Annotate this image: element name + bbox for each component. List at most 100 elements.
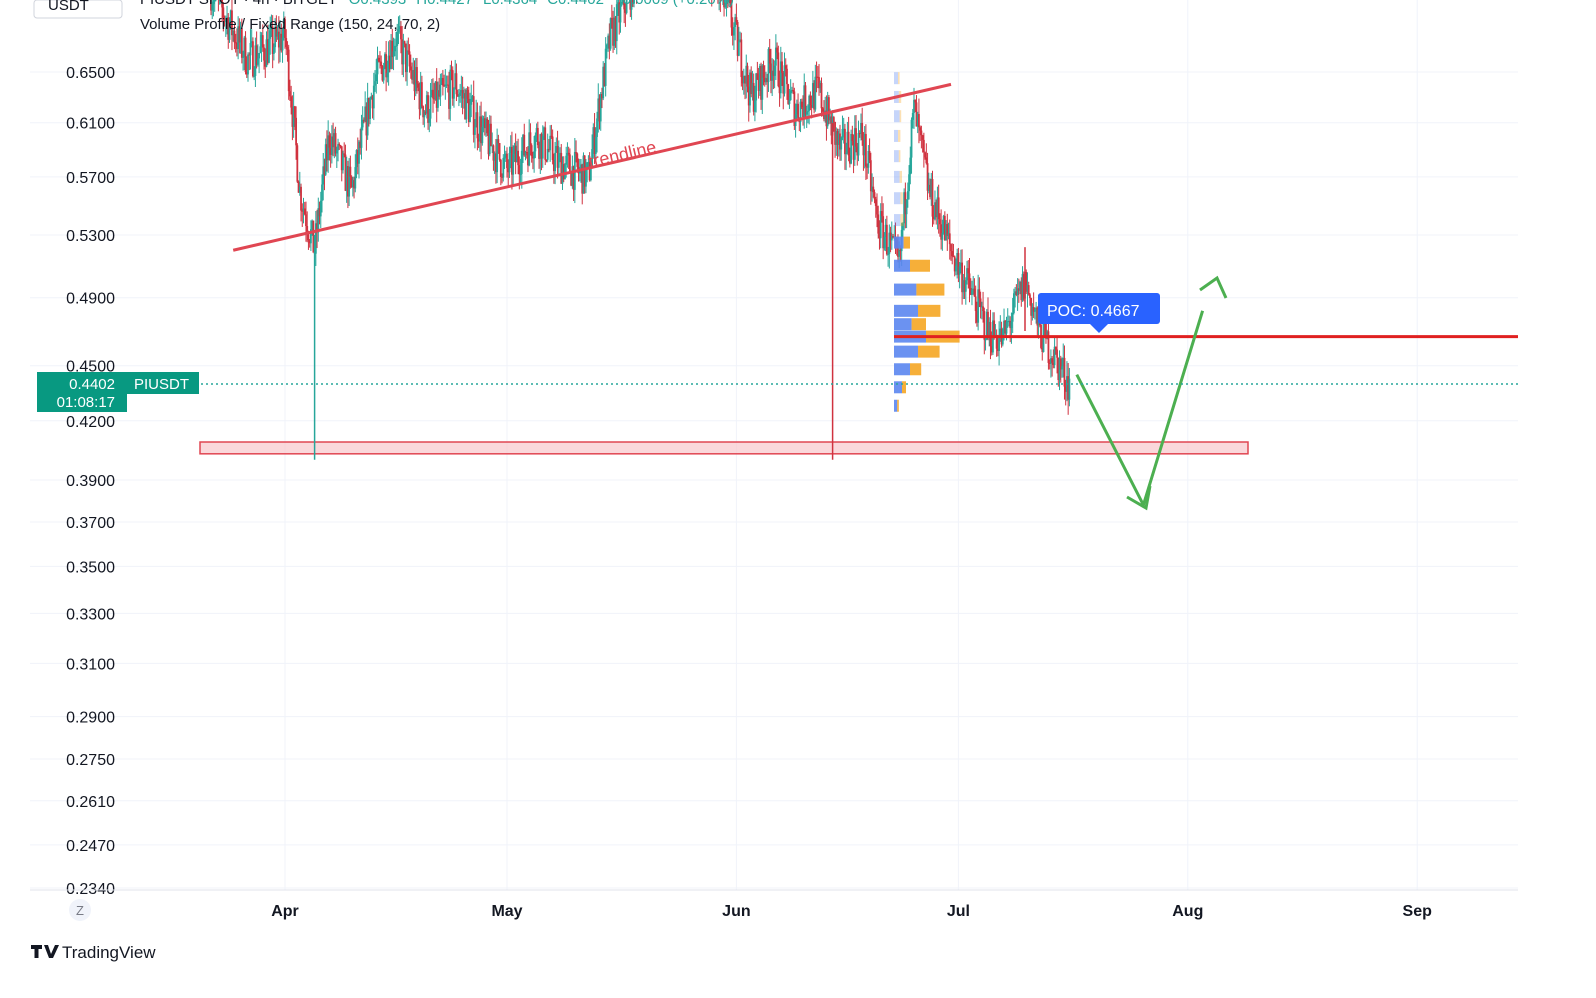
- candle-body: [509, 146, 512, 154]
- candle-body: [803, 85, 806, 118]
- candle-body: [372, 85, 375, 109]
- y-tick-label: 0.3700: [66, 515, 115, 532]
- candle-body: [848, 155, 851, 164]
- candle-body: [585, 168, 587, 187]
- candle-body: [459, 92, 462, 96]
- candle-body: [544, 127, 547, 160]
- brand-name: TradingView: [62, 943, 156, 962]
- candle-body: [1016, 288, 1019, 295]
- candle-body: [433, 98, 436, 100]
- candle-body: [762, 65, 765, 78]
- candle-body: [466, 89, 469, 99]
- candle-body: [1064, 386, 1067, 392]
- candle-body: [308, 240, 311, 244]
- candle-body: [541, 136, 544, 159]
- candle-body: [850, 133, 852, 164]
- candle-body: [576, 153, 579, 167]
- profile-bar-up: [894, 129, 898, 142]
- candle-body: [924, 152, 926, 158]
- candle-body: [878, 233, 881, 239]
- candle-body: [507, 168, 510, 173]
- candle-body: [524, 152, 527, 156]
- candle-body: [996, 348, 999, 352]
- candle-body: [322, 166, 325, 185]
- indicator-label[interactable]: Volume Profile / Fixed Range (150, 24, 7…: [140, 16, 440, 33]
- candle-body: [439, 84, 442, 97]
- candle-body: [359, 141, 362, 148]
- candle-body: [853, 128, 856, 160]
- projection-arrow-up-head: [1199, 275, 1228, 299]
- candle-body: [234, 42, 237, 44]
- tradingview-logo-icon: [31, 945, 59, 958]
- candle-body: [889, 232, 892, 241]
- candle-body: [1061, 366, 1063, 370]
- candle-body: [312, 220, 315, 253]
- candle-body: [305, 214, 307, 227]
- candle-body: [281, 37, 284, 51]
- candle-body: [1052, 362, 1055, 366]
- candle-body: [867, 150, 870, 168]
- candle-body: [846, 131, 849, 153]
- candle-body: [213, 0, 216, 2]
- candle-body: [1021, 273, 1024, 301]
- candle-body: [443, 85, 445, 87]
- candle-body: [342, 153, 344, 171]
- candle-body: [959, 262, 962, 267]
- candle-body: [791, 89, 793, 91]
- candle-body: [737, 41, 740, 56]
- candle-body: [911, 112, 914, 120]
- candle-body: [428, 118, 431, 123]
- candle-body: [528, 132, 531, 166]
- candle-body: [487, 133, 490, 155]
- candle-body: [419, 82, 422, 110]
- candle-body: [861, 122, 864, 141]
- candle-body: [429, 95, 432, 119]
- candle-body: [918, 114, 920, 128]
- candle-body: [1063, 357, 1066, 387]
- candle-body: [866, 166, 869, 168]
- support-zone[interactable]: [199, 441, 1249, 455]
- candle-body: [615, 4, 618, 42]
- candle-body: [365, 106, 368, 136]
- candle-body: [535, 127, 538, 135]
- candle-body: [302, 208, 305, 211]
- candle-body: [952, 256, 955, 258]
- candle-body: [393, 45, 396, 52]
- candle-body: [770, 63, 772, 81]
- candle-body: [371, 96, 374, 109]
- candle-body: [1017, 288, 1020, 291]
- trendline[interactable]: [232, 82, 952, 252]
- candle-body: [582, 155, 585, 194]
- candle-body: [445, 84, 448, 86]
- candle-body: [520, 150, 523, 174]
- candle-body: [421, 82, 423, 107]
- candle-body: [474, 127, 476, 135]
- timezone-button[interactable]: Z: [69, 899, 91, 921]
- candle-body: [943, 215, 946, 241]
- candle-body: [1035, 307, 1037, 310]
- candle-body: [438, 90, 441, 97]
- candle-body: [815, 76, 818, 78]
- candle-body: [364, 106, 367, 122]
- candle-body: [397, 29, 400, 32]
- candle-body: [884, 224, 887, 238]
- candle-body: [337, 144, 339, 151]
- candle-body: [779, 61, 782, 94]
- candle-body: [839, 133, 841, 150]
- tradingview-logo[interactable]: TradingView: [31, 943, 156, 962]
- candle-body: [370, 96, 373, 99]
- candle-body: [805, 112, 808, 115]
- y-tick-label: 0.2610: [66, 794, 115, 811]
- profile-bar-down: [918, 345, 940, 358]
- candle-body: [391, 40, 394, 58]
- candle-body: [233, 30, 236, 43]
- profile-bar-up: [894, 381, 902, 394]
- currency-box[interactable]: [33, 0, 123, 19]
- candle-body: [936, 197, 939, 218]
- candle-body: [756, 73, 759, 80]
- candle-body: [1046, 331, 1049, 339]
- candle-body: [598, 98, 601, 122]
- y-axis-labels: 0.6500 0.6100 0.5700 0.5300 0.4900 0.4500 0.42…: [66, 65, 115, 898]
- candle-body: [532, 156, 534, 159]
